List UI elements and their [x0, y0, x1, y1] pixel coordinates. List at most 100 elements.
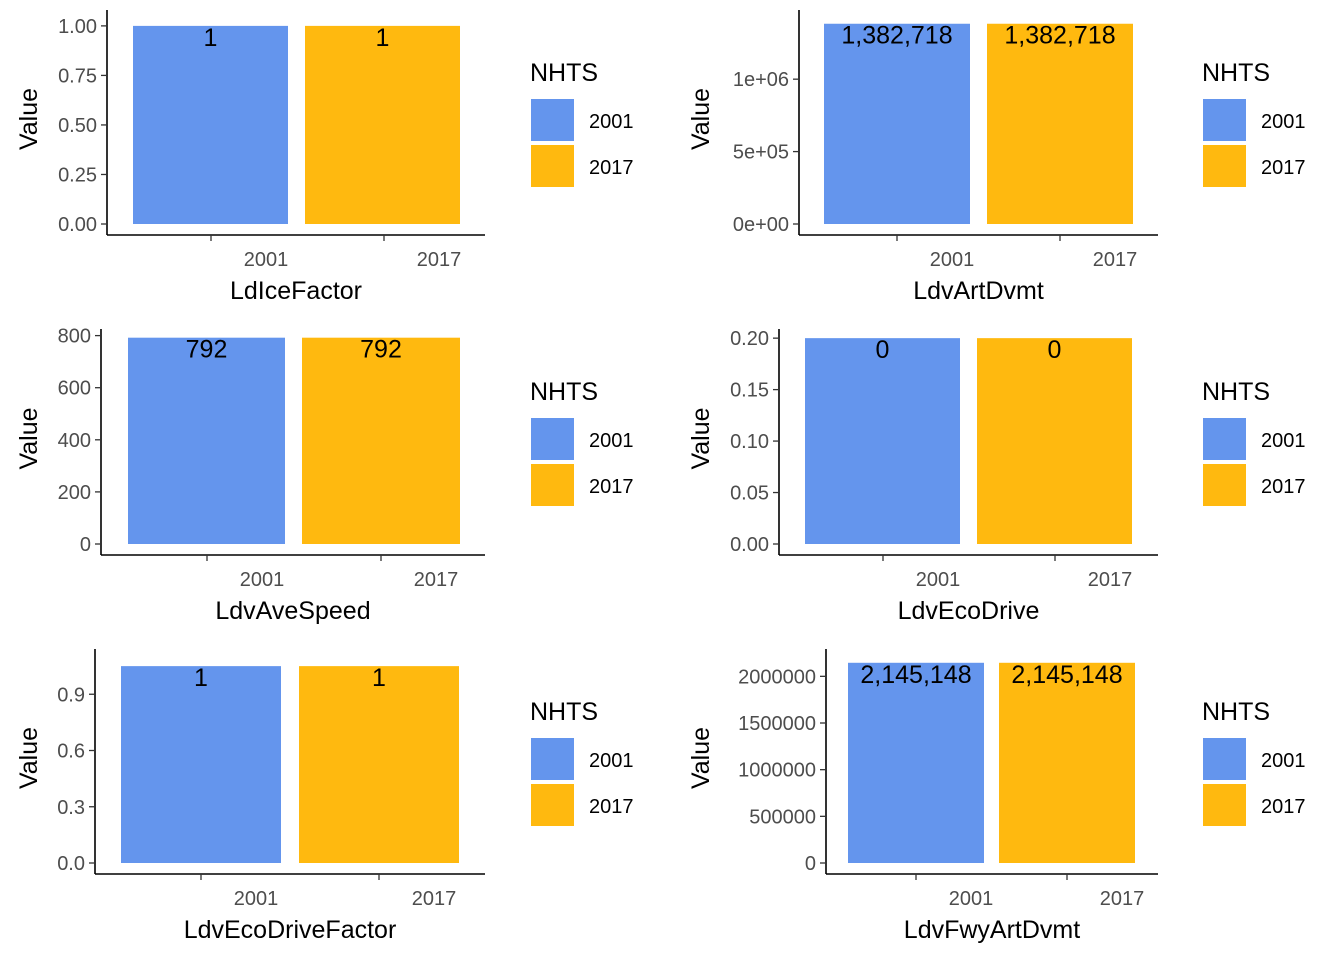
chart-panel-4: 0 0 0.00 0.05 0.10 0.15 0.20 2001 2017 LdvEcoDriv… — [687, 328, 1306, 625]
y-tick-label: 600 — [58, 378, 91, 400]
y-tick-label: 0.00 — [58, 214, 97, 236]
bar-2001 — [128, 337, 285, 544]
x-tick-label: 2001 — [240, 569, 285, 591]
data-label: 2,145,148 — [860, 661, 971, 689]
x-tick-label: 2017 — [417, 249, 462, 271]
legend-label: 2017 — [1261, 476, 1306, 498]
legend-key-2017 — [531, 464, 574, 506]
legend-title: NHTS — [1202, 698, 1270, 726]
y-tick-label: 1e+06 — [733, 69, 789, 91]
y-axis-title: Value — [15, 407, 43, 469]
legend-key-2001 — [1203, 99, 1246, 141]
y-tick-label: 200 — [58, 482, 91, 504]
y-tick-label: 0.0 — [57, 853, 85, 875]
y-tick-label: 5e+05 — [733, 142, 789, 164]
legend-label: 2017 — [589, 796, 634, 818]
bar-2017 — [305, 25, 460, 224]
legend-label: 2017 — [1261, 157, 1306, 179]
data-label: 1 — [372, 664, 386, 692]
legend-title: NHTS — [530, 378, 598, 406]
bar-2017 — [299, 666, 459, 863]
bar-2017 — [987, 23, 1133, 224]
y-tick-label: 0.6 — [57, 741, 85, 763]
legend-label: 2001 — [589, 111, 634, 133]
x-tick-label: 2017 — [414, 569, 459, 591]
legend-key-2001 — [531, 99, 574, 141]
legend-key-2017 — [1203, 464, 1246, 506]
x-tick-label: 2001 — [244, 249, 289, 271]
y-tick-label: 0.25 — [58, 164, 97, 186]
chart-panel-3: 792 792 0 200 400 600 800 2001 2017 LdvAveSpeed Va… — [15, 326, 634, 625]
legend-key-2017 — [531, 784, 574, 826]
x-tick-label: 2001 — [930, 249, 975, 271]
y-tick-label: 0.15 — [730, 380, 769, 402]
data-label: 0 — [876, 336, 890, 364]
y-tick-label: 0.75 — [58, 65, 97, 87]
y-tick-label: 0.9 — [57, 684, 85, 706]
y-tick-label: 400 — [58, 430, 91, 452]
legend-label: 2017 — [1261, 796, 1306, 818]
y-tick-label: 0.10 — [730, 431, 769, 453]
data-label: 792 — [360, 336, 402, 364]
x-tick-label: 2001 — [916, 569, 961, 591]
chart-panel-1: 1 1 0.00 0.25 0.50 0.75 1.00 2001 2017 LdIceFacto… — [15, 10, 634, 305]
y-axis-title: Value — [687, 727, 715, 789]
legend: NHTS 2001 2017 — [1202, 698, 1306, 826]
data-label: 2,145,148 — [1011, 661, 1122, 689]
legend-title: NHTS — [530, 59, 598, 87]
legend-key-2001 — [1203, 418, 1246, 460]
y-tick-label: 0.50 — [58, 115, 97, 137]
legend-label: 2017 — [589, 476, 634, 498]
legend-label: 2017 — [589, 157, 634, 179]
legend-label: 2001 — [1261, 430, 1306, 452]
data-label: 792 — [186, 336, 228, 364]
y-tick-label: 0 — [80, 534, 91, 556]
y-axis-title: Value — [687, 88, 715, 150]
bar-2001 — [824, 23, 970, 224]
legend-key-2001 — [531, 418, 574, 460]
x-axis-title: LdvEcoDrive — [898, 597, 1040, 625]
y-tick-label: 0.20 — [730, 328, 769, 350]
legend-label: 2001 — [1261, 111, 1306, 133]
y-axis-title: Value — [15, 727, 43, 789]
y-tick-label: 2000000 — [738, 666, 816, 688]
y-tick-label: 500000 — [749, 806, 816, 828]
legend-key-2001 — [531, 738, 574, 780]
data-label: 1,382,718 — [841, 22, 952, 50]
legend: NHTS 2001 2017 — [1202, 378, 1306, 506]
legend: NHTS 2001 2017 — [530, 378, 634, 506]
data-label: 1 — [376, 24, 390, 52]
bar-2017 — [999, 662, 1135, 863]
legend-title: NHTS — [1202, 59, 1270, 87]
legend-label: 2001 — [589, 750, 634, 772]
legend-key-2017 — [531, 145, 574, 187]
x-axis-title: LdvAveSpeed — [215, 597, 370, 625]
x-tick-label: 2017 — [1100, 888, 1145, 910]
y-axis-title: Value — [687, 407, 715, 469]
legend: NHTS 2001 2017 — [1202, 59, 1306, 187]
x-axis-title: LdvEcoDriveFactor — [184, 916, 397, 944]
chart-panel-6: 2,145,148 2,145,148 0 500000 1000000 1500000 2… — [687, 649, 1306, 944]
y-axis-title: Value — [15, 88, 43, 150]
x-axis-title: LdvFwyArtDvmt — [904, 916, 1080, 944]
y-tick-label: 1.00 — [58, 16, 97, 38]
data-label: 1 — [194, 664, 208, 692]
y-tick-label: 0 — [805, 853, 816, 875]
legend-key-2017 — [1203, 784, 1246, 826]
x-tick-label: 2017 — [1093, 249, 1138, 271]
bar-2001 — [133, 25, 288, 224]
legend-key-2017 — [1203, 145, 1246, 187]
y-tick-label: 0.05 — [730, 483, 769, 505]
y-tick-label: 800 — [58, 326, 91, 348]
legend-label: 2001 — [1261, 750, 1306, 772]
chart-panel-5: 1 1 0.0 0.3 0.6 0.9 2001 2017 LdvEcoDriveFactor V… — [15, 649, 634, 944]
x-tick-label: 2001 — [234, 888, 279, 910]
y-tick-label: 0e+00 — [733, 214, 789, 236]
legend: NHTS 2001 2017 — [530, 59, 634, 187]
y-tick-label: 1000000 — [738, 760, 816, 782]
data-label: 0 — [1048, 336, 1062, 364]
legend-title: NHTS — [1202, 378, 1270, 406]
x-tick-label: 2017 — [412, 888, 457, 910]
